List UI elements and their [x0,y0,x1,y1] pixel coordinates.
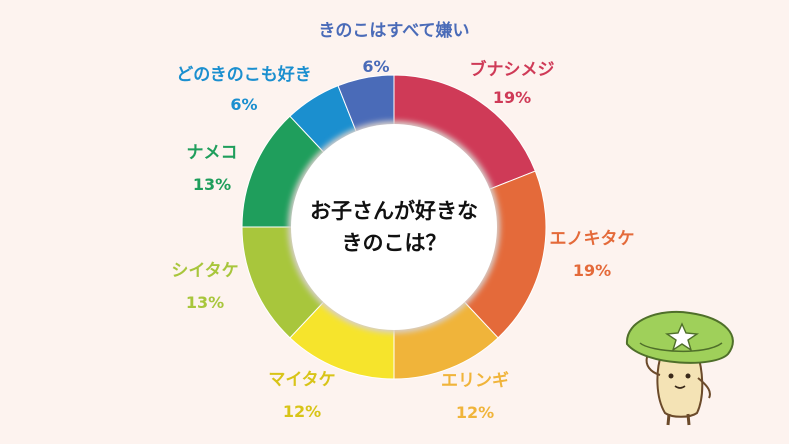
chart-title-line-2: きのこは？ [342,231,447,255]
chart-title-line-1: お子さんが好きな [310,199,478,223]
slice-labels: ブナシメジ 19% エノキタケ 19% エリンギ 12% マイタケ 12% シイタケ 13% ナメコ… [171,20,634,422]
slice-category-label-7: どのきのこも好き [176,64,312,85]
slice-category-label-3: エリンギ [441,371,509,391]
slice-percent-label-6: 13% [193,175,231,194]
slice-category-label-5: シイタケ [171,261,238,281]
slice-percent-label-7: 6% [230,95,257,114]
slice-category-label-8: きのこはすべて嫌い [318,20,469,41]
slice-percent-label-4: 12% [283,402,321,421]
slice-percent-label-8: 6% [362,57,389,76]
slice-category-label-6: ナメコ [187,143,238,163]
slice-category-label-4: マイタケ [268,370,335,390]
slice-percent-label-5: 13% [186,293,224,312]
slice-category-label-1: ブナシメジ [470,59,555,80]
slice-percent-label-2: 19% [573,261,611,280]
donut-hole [291,124,497,330]
slice-percent-label-3: 12% [456,403,494,422]
slice-percent-label-1: 19% [493,88,531,107]
mushroom-mascot-illustration [625,311,734,426]
slice-category-label-2: エノキタケ [550,229,635,249]
